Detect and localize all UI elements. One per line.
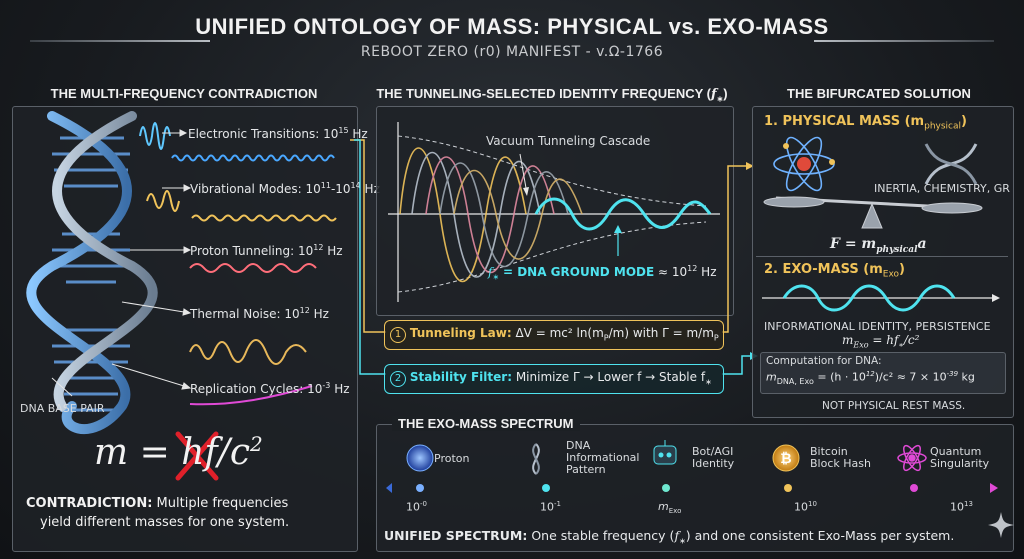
label-thermal: Thermal Noise: 1012 Hz [190,306,329,321]
ground-mode-wave [534,197,712,231]
bitcoin-icon [772,444,800,472]
left-heading: THE MULTI-FREQUENCY CONTRADICTION [50,86,318,101]
entity-quantum: Quantum Singularity [930,445,990,470]
wave-replication [189,385,313,406]
spectrum-heading: THE EXO-MASS SPECTRUM [392,416,580,431]
wave-vibrational [191,214,337,222]
exo-mass-spectrum: ₿ [386,440,998,493]
sparkle-icon [988,512,1014,538]
page-subtitle: REBOOT ZERO (r0) MANIFEST - v.Ω-1766 [360,44,664,60]
dna-small-icon [924,143,978,185]
title-rule-left [30,40,210,42]
strike-x-icon [175,431,219,481]
tunneling-law-box [384,320,724,350]
right-divider [756,256,1008,257]
wave-proton [189,263,317,273]
middle-heading: THE TUNNELING-SELECTED IDENTITY FREQUENC… [376,86,728,104]
tick-label-10: 1010 [794,500,817,514]
entity-bitcoin: Bitcoin Block Hash [810,445,871,470]
exo-wave-diagram [762,284,1000,312]
spectrum-tick-dots [416,484,918,492]
wave-vibrational-packet [146,190,180,212]
stability-filter-text: 2 Stability Filter: Minimize Γ → Lower f… [390,370,712,387]
entity-proton: Proton [434,452,470,465]
physical-mass-illustration [763,136,983,229]
entity-agi: Bot/AGI Identity [692,445,735,470]
computation-equation: mDNA, Exo = (h · 1012)/c² ≈ 7 × 10-39 kg [766,370,975,386]
wave-electronic [171,154,335,162]
stability-filter-box [384,364,724,394]
dna-helix-diagram [26,111,337,481]
quantum-atom-icon [897,444,927,472]
label-replication: Replication Cycles: 10-3 Hz [190,381,350,396]
physical-properties: INERTIA, CHEMISTRY, GR [874,182,1010,195]
ground-mode-label: f∗ = DNA GROUND MODE ≈ 1012 Hz [488,264,717,282]
dna-computation-box [760,352,1006,394]
atom-icon [773,136,835,192]
not-rest-mass-note: NOT PHYSICAL REST MASS. [822,400,966,412]
svg-text:₿: ₿ [780,451,791,467]
robot-icon [653,440,677,465]
step-two-badge: 2 [390,371,406,387]
tunneling-cascade-plot [388,122,720,302]
spectrum-summary: UNIFIED SPECTRUM: One stable frequency (… [384,528,955,546]
proton-icon [406,444,434,472]
wave-electronic-packet [139,122,171,150]
computation-title: Computation for DNA: [766,355,882,367]
dna-pattern-icon [532,443,540,475]
tick-label-mexo: mExo [658,500,682,516]
cascade-label: Vacuum Tunneling Cascade [486,134,651,148]
label-proton-tunneling: Proton Tunneling: 1012 Hz [190,243,343,258]
exo-mass-title: 2. EXO-MASS (mExo) [764,262,905,280]
exo-properties: INFORMATIONAL IDENTITY, PERSISTENCE [764,320,991,333]
label-electronic: Electronic Transitions: 1015 Hz [188,126,368,141]
dna-strand-b [52,111,158,411]
contradiction-note: CONTRADICTION: Multiple frequencies yield… [26,496,290,530]
tunneling-law-text: 1 Tunneling Law: ΔV = mc² ln(mP/m) with … [390,326,719,343]
title-rule-right [814,40,994,42]
page-title: UNIFIED ONTOLOGY OF MASS: PHYSICAL vs. E… [195,14,829,39]
exo-equation: mExo = hf∗/c² [842,333,920,350]
dna-strand-a [26,111,132,435]
force-equation: F = mphysicala [830,236,927,255]
mass-formula: m = hf/c2 [94,432,263,473]
right-heading: THE BIFURCATED SOLUTION [787,86,971,101]
entity-dna: DNA Informational Pattern [566,439,640,476]
balance-scale-icon [763,196,983,229]
physical-mass-title: 1. PHYSICAL MASS (mphysical) [764,114,967,132]
tick-label-0: 10-0 [406,500,427,514]
step-one-badge: 1 [390,327,406,343]
tick-label-1: 10-1 [540,500,561,514]
tick-label-13: 1013 [950,500,973,514]
wave-thermal [189,339,307,365]
dna-base-pair-label: DNA BASE PAIR [20,402,105,415]
cascade-panel [376,106,734,316]
